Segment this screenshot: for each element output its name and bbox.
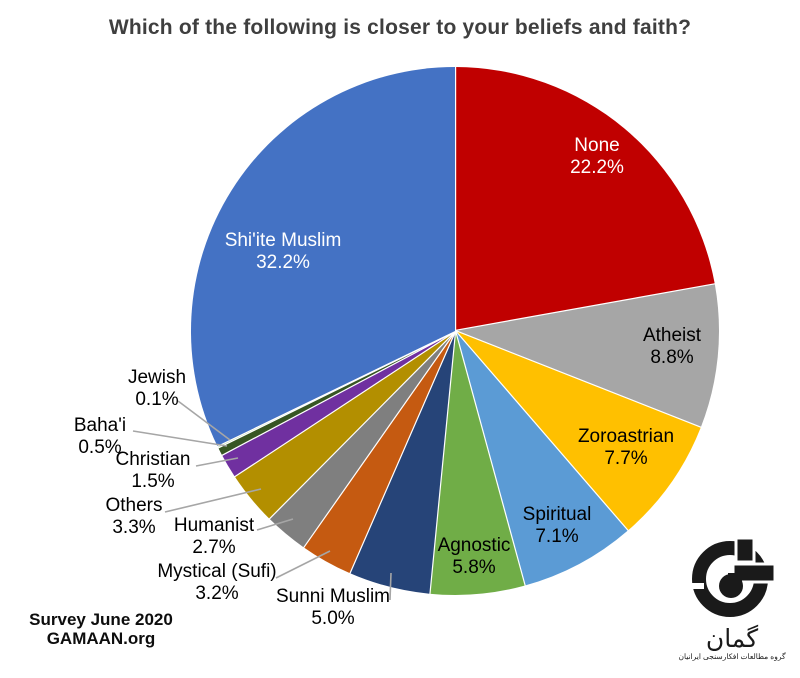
- slice-label-text: Atheist: [642, 325, 702, 346]
- leader-line-jewish: [177, 400, 231, 441]
- slice-label-baha-i: Baha'i 0.5%: [0, 415, 220, 459]
- leader-line-baha-i: [132, 430, 228, 447]
- slice-label-none: None 22.2%: [477, 135, 717, 179]
- slice-label-value: 0.1%: [135, 389, 179, 410]
- gamaan-logo: گمان گروه مطالعات افکارسنجی ایرانیان: [666, 534, 798, 662]
- slice-label-value: 8.8%: [650, 347, 694, 368]
- chart-title: Which of the following is closer to your…: [108, 16, 692, 39]
- slice-label-text: Mystical (Sufi): [157, 561, 277, 582]
- footer-survey-date: Survey June 2020: [29, 610, 173, 629]
- slice-label-value: 1.5%: [131, 471, 175, 492]
- slice-label-text: Spiritual: [522, 504, 592, 525]
- slice-label-spiritual: Spiritual 7.1%: [437, 504, 677, 548]
- slice-label-mystical-sufi: Mystical (Sufi) 3.2%: [97, 561, 337, 605]
- slice-label-christian: Christian 1.5%: [33, 449, 273, 493]
- slice-label-others: Others 3.3%: [14, 495, 254, 539]
- slice-label-shi-ite-muslim: Shi'ite Muslim 32.2%: [163, 230, 403, 274]
- leader-line-others: [164, 488, 262, 513]
- slice-label-jewish: Jewish 0.1%: [37, 367, 277, 411]
- slice-label-value: 32.2%: [256, 252, 310, 273]
- slice-label-atheist: Atheist 8.8%: [552, 325, 792, 369]
- slice-label-text: None: [574, 135, 620, 156]
- slice-label-value: 7.1%: [535, 526, 579, 547]
- slice-label-text: Humanist: [173, 515, 255, 536]
- slice-label-value: 7.7%: [604, 448, 648, 469]
- pie-slice-zoroastrian: [453, 329, 702, 532]
- slice-label-value: 22.2%: [570, 157, 624, 178]
- slice-label-text: Jewish: [127, 367, 187, 388]
- slice-label-text: Others: [105, 495, 163, 516]
- gamaan-logo-icon: [689, 536, 777, 617]
- slice-label-text: Agnostic: [437, 535, 511, 556]
- leader-line-sunni-muslim: [389, 572, 392, 601]
- slice-label-agnostic: Agnostic 5.8%: [354, 535, 594, 579]
- leader-line-christian: [195, 457, 239, 467]
- leader-line-humanist: [256, 518, 294, 531]
- slice-label-value: 2.7%: [192, 537, 236, 558]
- slice-label-humanist: Humanist 2.7%: [94, 515, 334, 559]
- slice-label-value: 5.0%: [311, 608, 355, 629]
- slice-label-value: 0.5%: [78, 437, 122, 458]
- slice-label-value: 3.3%: [112, 517, 156, 538]
- pie-slice-shi-ite-muslim: [189, 65, 457, 448]
- leader-line-mystical-sufi: [275, 550, 331, 579]
- gamaan-logo-tagline: گروه مطالعات افکارسنجی ایرانیان: [678, 652, 786, 661]
- slice-label-sunni-muslim: Sunni Muslim 5.0%: [213, 586, 453, 630]
- slice-label-text: Baha'i: [73, 415, 127, 436]
- pie-slice-spiritual: [453, 329, 629, 587]
- slice-label-zoroastrian: Zoroastrian 7.7%: [506, 426, 746, 470]
- footer-org-url: GAMAAN.org: [46, 629, 156, 648]
- pie-slice-none: [453, 65, 717, 333]
- slice-label-text: Sunni Muslim: [275, 586, 391, 607]
- slice-label-text: Shi'ite Muslim: [224, 230, 342, 251]
- slice-label-value: 5.8%: [452, 557, 496, 578]
- slice-label-value: 3.2%: [195, 583, 239, 604]
- slice-label-text: Christian: [115, 449, 191, 470]
- pie-slice-atheist: [453, 283, 721, 429]
- gamaan-logo-wordmark: گمان: [705, 625, 759, 653]
- footer-credit: Survey June 2020 GAMAAN.org: [16, 610, 186, 648]
- slice-label-text: Zoroastrian: [577, 426, 675, 447]
